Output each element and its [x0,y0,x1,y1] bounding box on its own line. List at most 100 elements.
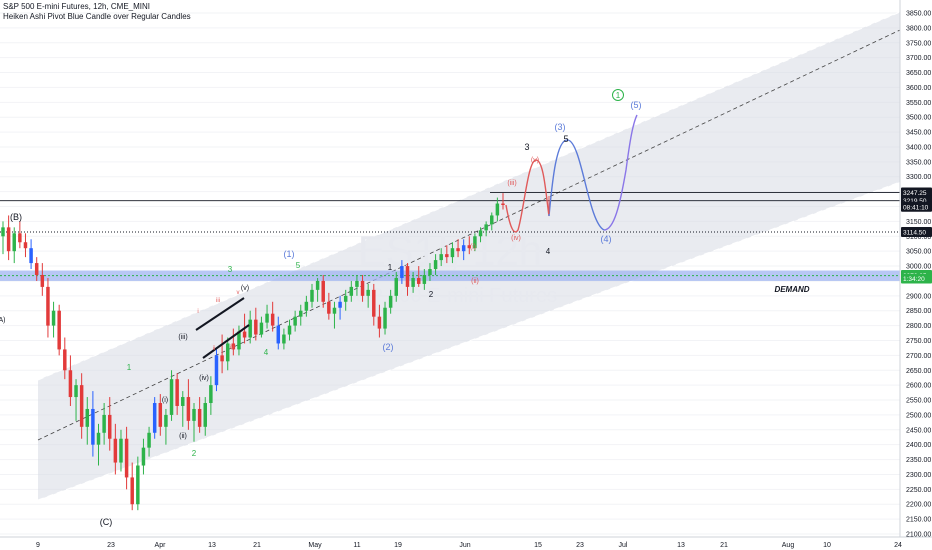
wave-label: (iv) [511,235,521,242]
price-tick-label: 3300.00 [906,174,931,181]
candle-body [394,277,398,296]
time-tick-label: 9 [36,542,40,549]
wave-label: i [197,309,198,315]
candle-body [197,408,202,427]
candle-body [400,266,404,278]
candle-body [276,325,281,344]
candle-body [74,385,78,398]
candle-body [467,245,472,249]
horizontal-levels [0,192,900,233]
candle-body [12,233,16,252]
price-tick-label: 3800.00 [906,25,931,32]
price-axis[interactable]: 2100.00 2150.00 2200.00 2250.00 2300.00 2350.… [899,0,931,539]
candle-body [349,286,354,296]
candle-body [186,397,191,421]
candle-body [450,248,455,258]
candle-body [237,331,241,350]
price-tick-label: 2550.00 [906,398,931,405]
wave-label: A) [0,317,6,324]
indicator-title: Heiken Ashi Pivot Blue Candle over Regul… [3,12,191,21]
candle-body [108,414,112,439]
wedge-upper-line [195,297,245,331]
price-tick-label: 2450.00 [906,427,931,434]
candle-body [96,432,101,445]
price-tick-label: 2400.00 [906,442,931,449]
channel-lower-line [37,181,901,501]
candle-body [231,343,236,350]
price-tick-label: 3700.00 [906,55,931,62]
candle-body [355,280,359,287]
price-tick-label: 2750.00 [906,338,931,345]
wave-label: (1) [284,249,295,259]
candle-body [416,277,421,284]
price-tag-label: 1:34:20 [903,276,925,283]
time-tick-label: 19 [394,542,402,549]
candle-body [377,316,382,329]
price-tick-label: 2200.00 [906,502,931,509]
candle-body [113,438,118,463]
wave-circle-marker [612,89,624,101]
price-tick-label: 2850.00 [906,308,931,315]
price-tick-label: 3600.00 [906,85,931,92]
candle-body [461,245,466,252]
candle-body [119,438,123,463]
price-tag-label: 3219.50 [903,198,927,205]
price-tick-label: 3050.00 [906,249,931,256]
candle-body [1,227,5,237]
time-tick-label: 11 [353,542,360,549]
wave-label: 4 [546,247,551,256]
price-tick-label: 3000.00 [906,264,931,271]
candle-body [321,280,325,302]
candle-body [91,408,95,445]
candle-body [501,203,505,206]
wave-label: 1 [388,263,393,272]
price-tick-label: 2250.00 [906,487,931,494]
wave-label: iv [230,345,234,351]
candle-body [18,233,22,243]
wave-label: (i) [470,244,476,251]
price-tick-label: 3100.00 [906,234,931,241]
candle-body [433,260,438,270]
price-tick-label: 3150.00 [906,219,931,226]
price-tick-label: 2700.00 [906,353,931,360]
wave-label: (iv) [199,375,209,382]
time-tick-label: 15 [534,542,542,549]
candle-body [343,295,348,302]
candle-body [299,310,303,317]
channel-fill [38,12,900,500]
candle-body [192,408,196,421]
wave-label: (iii) [507,180,516,187]
wave-label: 2 [429,290,434,299]
time-tick-label: May [308,542,322,549]
candle-body [282,334,286,344]
chart-title: S&P 500 E-mini Futures, 12h, CME_MINI [3,2,151,11]
wave-label: 3 [524,142,529,152]
price-tag-box [901,273,932,284]
wave-label: (B) [10,212,22,222]
wave-label: 3 [228,265,233,274]
candle-body [422,274,427,284]
wave-label: 2 [192,449,197,458]
candle-body [46,286,50,326]
candle-body [383,307,387,329]
candle-body [68,370,73,398]
candle-body [332,307,337,314]
candle-body [495,203,500,216]
wave-label: 5 [296,261,301,270]
wave-label: (3) [555,122,566,132]
candle-body [130,477,134,505]
candles [1,193,505,511]
candle-body [152,403,157,433]
price-tick-label: 3350.00 [906,159,931,166]
candle-body [34,263,39,275]
time-axis[interactable]: 9 23 Apr 13 21 May 11 19 Jun 15 23 Jul 13 21 Aug 10 24 [0,536,932,549]
wave-label: 1 [127,363,132,372]
channel-upper-line [37,11,901,381]
price-tick-label: 3500.00 [906,115,931,122]
wave-label: (2) [383,342,394,352]
price-tick-label: 2500.00 [906,412,931,419]
candle-body [372,289,376,317]
candle-body [293,316,297,326]
wave-label: (v) [531,157,539,164]
